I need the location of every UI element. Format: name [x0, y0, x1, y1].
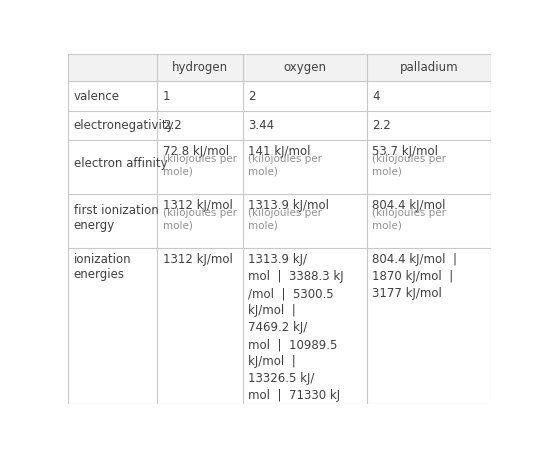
Text: valence: valence: [74, 89, 120, 103]
Text: first ionization
energy: first ionization energy: [74, 204, 158, 232]
Text: 1312 kJ/mol: 1312 kJ/mol: [163, 253, 233, 266]
Text: (kilojoules per
mole): (kilojoules per mole): [372, 154, 446, 177]
Text: (kilojoules per
mole): (kilojoules per mole): [248, 208, 322, 231]
Text: electronegativity: electronegativity: [74, 119, 174, 132]
Text: 2.2: 2.2: [163, 119, 182, 132]
Text: 804.4 kJ/mol: 804.4 kJ/mol: [372, 199, 446, 212]
Text: ionization
energies: ionization energies: [74, 253, 131, 281]
Text: 3.44: 3.44: [248, 119, 274, 132]
Text: (kilojoules per
mole): (kilojoules per mole): [248, 154, 322, 177]
Text: (kilojoules per
mole): (kilojoules per mole): [163, 154, 237, 177]
Text: 1312 kJ/mol: 1312 kJ/mol: [163, 199, 233, 212]
Text: 804.4 kJ/mol  |
1870 kJ/mol  |
3177 kJ/mol: 804.4 kJ/mol | 1870 kJ/mol | 3177 kJ/mol: [372, 253, 457, 300]
Text: 53.7 kJ/mol: 53.7 kJ/mol: [372, 145, 438, 158]
Text: 1313.9 kJ/mol: 1313.9 kJ/mol: [248, 199, 329, 212]
Text: (kilojoules per
mole): (kilojoules per mole): [372, 208, 446, 231]
Text: 4: 4: [372, 89, 379, 103]
Bar: [68, 54, 491, 81]
Text: 72.8 kJ/mol: 72.8 kJ/mol: [163, 145, 229, 158]
Text: (kilojoules per
mole): (kilojoules per mole): [163, 208, 237, 231]
Text: 1313.9 kJ/
mol  |  3388.3 kJ
/mol  |  5300.5
kJ/mol  |
7469.2 kJ/
mol  |  10989.: 1313.9 kJ/ mol | 3388.3 kJ /mol | 5300.5…: [248, 253, 343, 436]
Text: hydrogen: hydrogen: [172, 61, 228, 74]
Text: 2: 2: [248, 89, 256, 103]
Text: 2.2: 2.2: [372, 119, 391, 132]
Text: electron affinity: electron affinity: [74, 158, 167, 170]
Text: 141 kJ/mol: 141 kJ/mol: [248, 145, 311, 158]
Text: oxygen: oxygen: [283, 61, 326, 74]
Text: palladium: palladium: [400, 61, 458, 74]
Text: 1: 1: [163, 89, 170, 103]
